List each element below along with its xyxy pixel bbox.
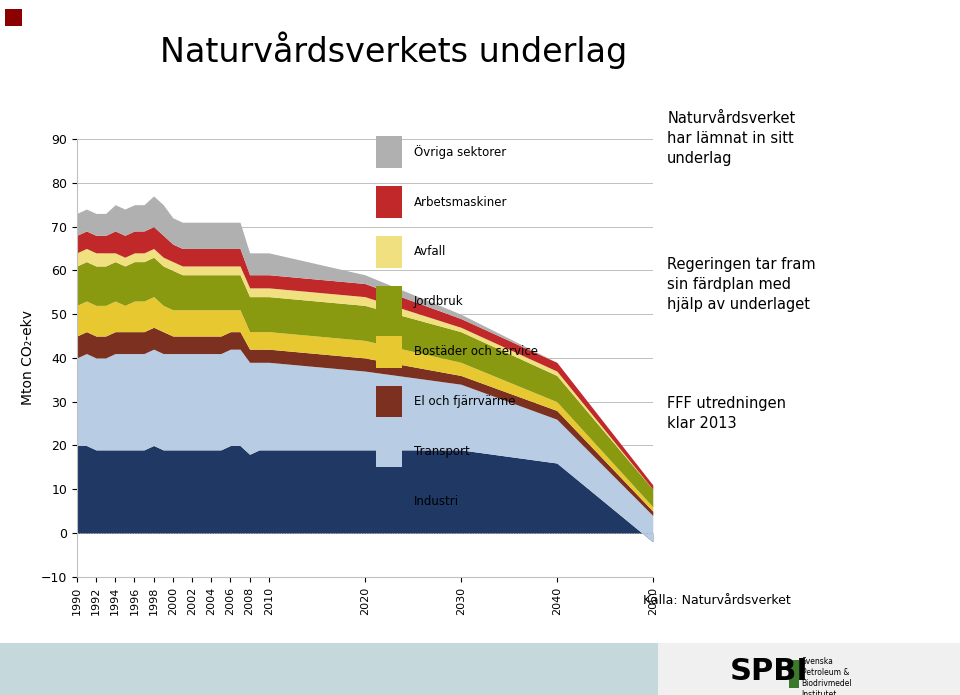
Text: Källa: Naturvårdsverket: Källa: Naturvårdsverket — [643, 594, 791, 607]
FancyBboxPatch shape — [376, 436, 402, 468]
FancyBboxPatch shape — [376, 186, 402, 218]
Text: SPBI: SPBI — [730, 657, 808, 686]
Text: Regeringen tar fram
sin färdplan med
hjälp av underlaget: Regeringen tar fram sin färdplan med hjä… — [667, 257, 816, 312]
Text: FFF utredningen
klar 2013: FFF utredningen klar 2013 — [667, 396, 786, 431]
Text: Övriga sektorer: Övriga sektorer — [414, 145, 506, 159]
Text: Transport: Transport — [414, 445, 469, 458]
FancyBboxPatch shape — [376, 486, 402, 517]
Text: Svenska
Petroleum &
Biodrivmedel
Institutet: Svenska Petroleum & Biodrivmedel Institu… — [802, 657, 852, 695]
FancyBboxPatch shape — [376, 386, 402, 418]
Text: Naturvårdsverkets underlag: Naturvårdsverkets underlag — [160, 31, 627, 69]
Text: Jordbruk: Jordbruk — [414, 295, 464, 309]
Text: El och fjärrvärme: El och fjärrvärme — [414, 395, 516, 408]
Text: Naturvårdsverket
har lämnat in sitt
underlag: Naturvårdsverket har lämnat in sitt unde… — [667, 111, 796, 166]
FancyBboxPatch shape — [376, 286, 402, 318]
Y-axis label: Mton CO₂-ekv: Mton CO₂-ekv — [21, 311, 36, 405]
FancyBboxPatch shape — [376, 236, 402, 268]
Text: Avfall: Avfall — [414, 245, 446, 259]
FancyBboxPatch shape — [376, 136, 402, 168]
Text: Bostäder och service: Bostäder och service — [414, 345, 538, 359]
FancyBboxPatch shape — [376, 336, 402, 368]
Text: Industri: Industri — [414, 495, 459, 508]
Text: Arbetsmaskiner: Arbetsmaskiner — [414, 195, 507, 208]
